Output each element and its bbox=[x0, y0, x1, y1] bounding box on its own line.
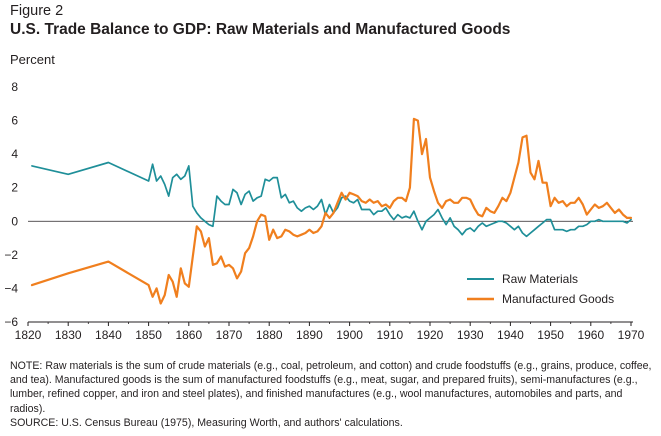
x-tick-label: 1920 bbox=[417, 328, 444, 342]
legend-label: Manufactured Goods bbox=[502, 292, 614, 306]
series-lines bbox=[30, 117, 633, 305]
y-tick-label: 0 bbox=[11, 214, 18, 228]
x-tick-label: 1830 bbox=[55, 328, 82, 342]
x-tick-label: 1870 bbox=[216, 328, 243, 342]
y-tick-label: −2 bbox=[4, 248, 18, 262]
x-tick-label: 1940 bbox=[497, 328, 524, 342]
x-tick-label: 1840 bbox=[95, 328, 122, 342]
x-tick-label: 1930 bbox=[457, 328, 484, 342]
legend: Raw Materials Manufactured Goods bbox=[467, 272, 614, 306]
notes: NOTE: Raw materials is the sum of crude … bbox=[10, 359, 658, 430]
axes: 1820 1830 1840 1850 1860 1870 1880 1890 1900 1910… bbox=[4, 80, 644, 342]
legend-label: Raw Materials bbox=[502, 272, 578, 286]
series-line-manufactured-goods bbox=[30, 117, 633, 305]
line-chart: 1820 1830 1840 1850 1860 1870 1880 1890 1900 1910… bbox=[4, 80, 644, 342]
x-tick-label: 1970 bbox=[618, 328, 645, 342]
y-tick-label: 6 bbox=[11, 114, 18, 128]
series-line-raw-materials bbox=[31, 161, 632, 238]
x-tick-label: 1850 bbox=[135, 328, 162, 342]
y-tick-label: 8 bbox=[11, 80, 18, 94]
y-tick-label: 4 bbox=[11, 147, 18, 161]
x-tick-label: 1910 bbox=[376, 328, 403, 342]
y-axis-label: Percent bbox=[10, 52, 55, 67]
x-tick-label: 1860 bbox=[175, 328, 202, 342]
x-tick-label: 1880 bbox=[256, 328, 283, 342]
x-tick-label: 1960 bbox=[577, 328, 604, 342]
y-tick-label: −4 bbox=[4, 281, 18, 295]
y-tick-label: 2 bbox=[11, 181, 18, 195]
chart-title: U.S. Trade Balance to GDP: Raw Materials… bbox=[10, 21, 511, 38]
x-tick-label: 1950 bbox=[537, 328, 564, 342]
source-text: SOURCE: U.S. Census Bureau (1975), Measu… bbox=[10, 416, 403, 429]
x-tick-label: 1820 bbox=[15, 328, 42, 342]
x-tick-label: 1900 bbox=[336, 328, 363, 342]
figure-label: Figure 2 bbox=[10, 3, 64, 19]
y-tick-label: −6 bbox=[4, 315, 18, 329]
note-text: NOTE: Raw materials is the sum of crude … bbox=[10, 360, 652, 415]
x-tick-label: 1890 bbox=[296, 328, 323, 342]
